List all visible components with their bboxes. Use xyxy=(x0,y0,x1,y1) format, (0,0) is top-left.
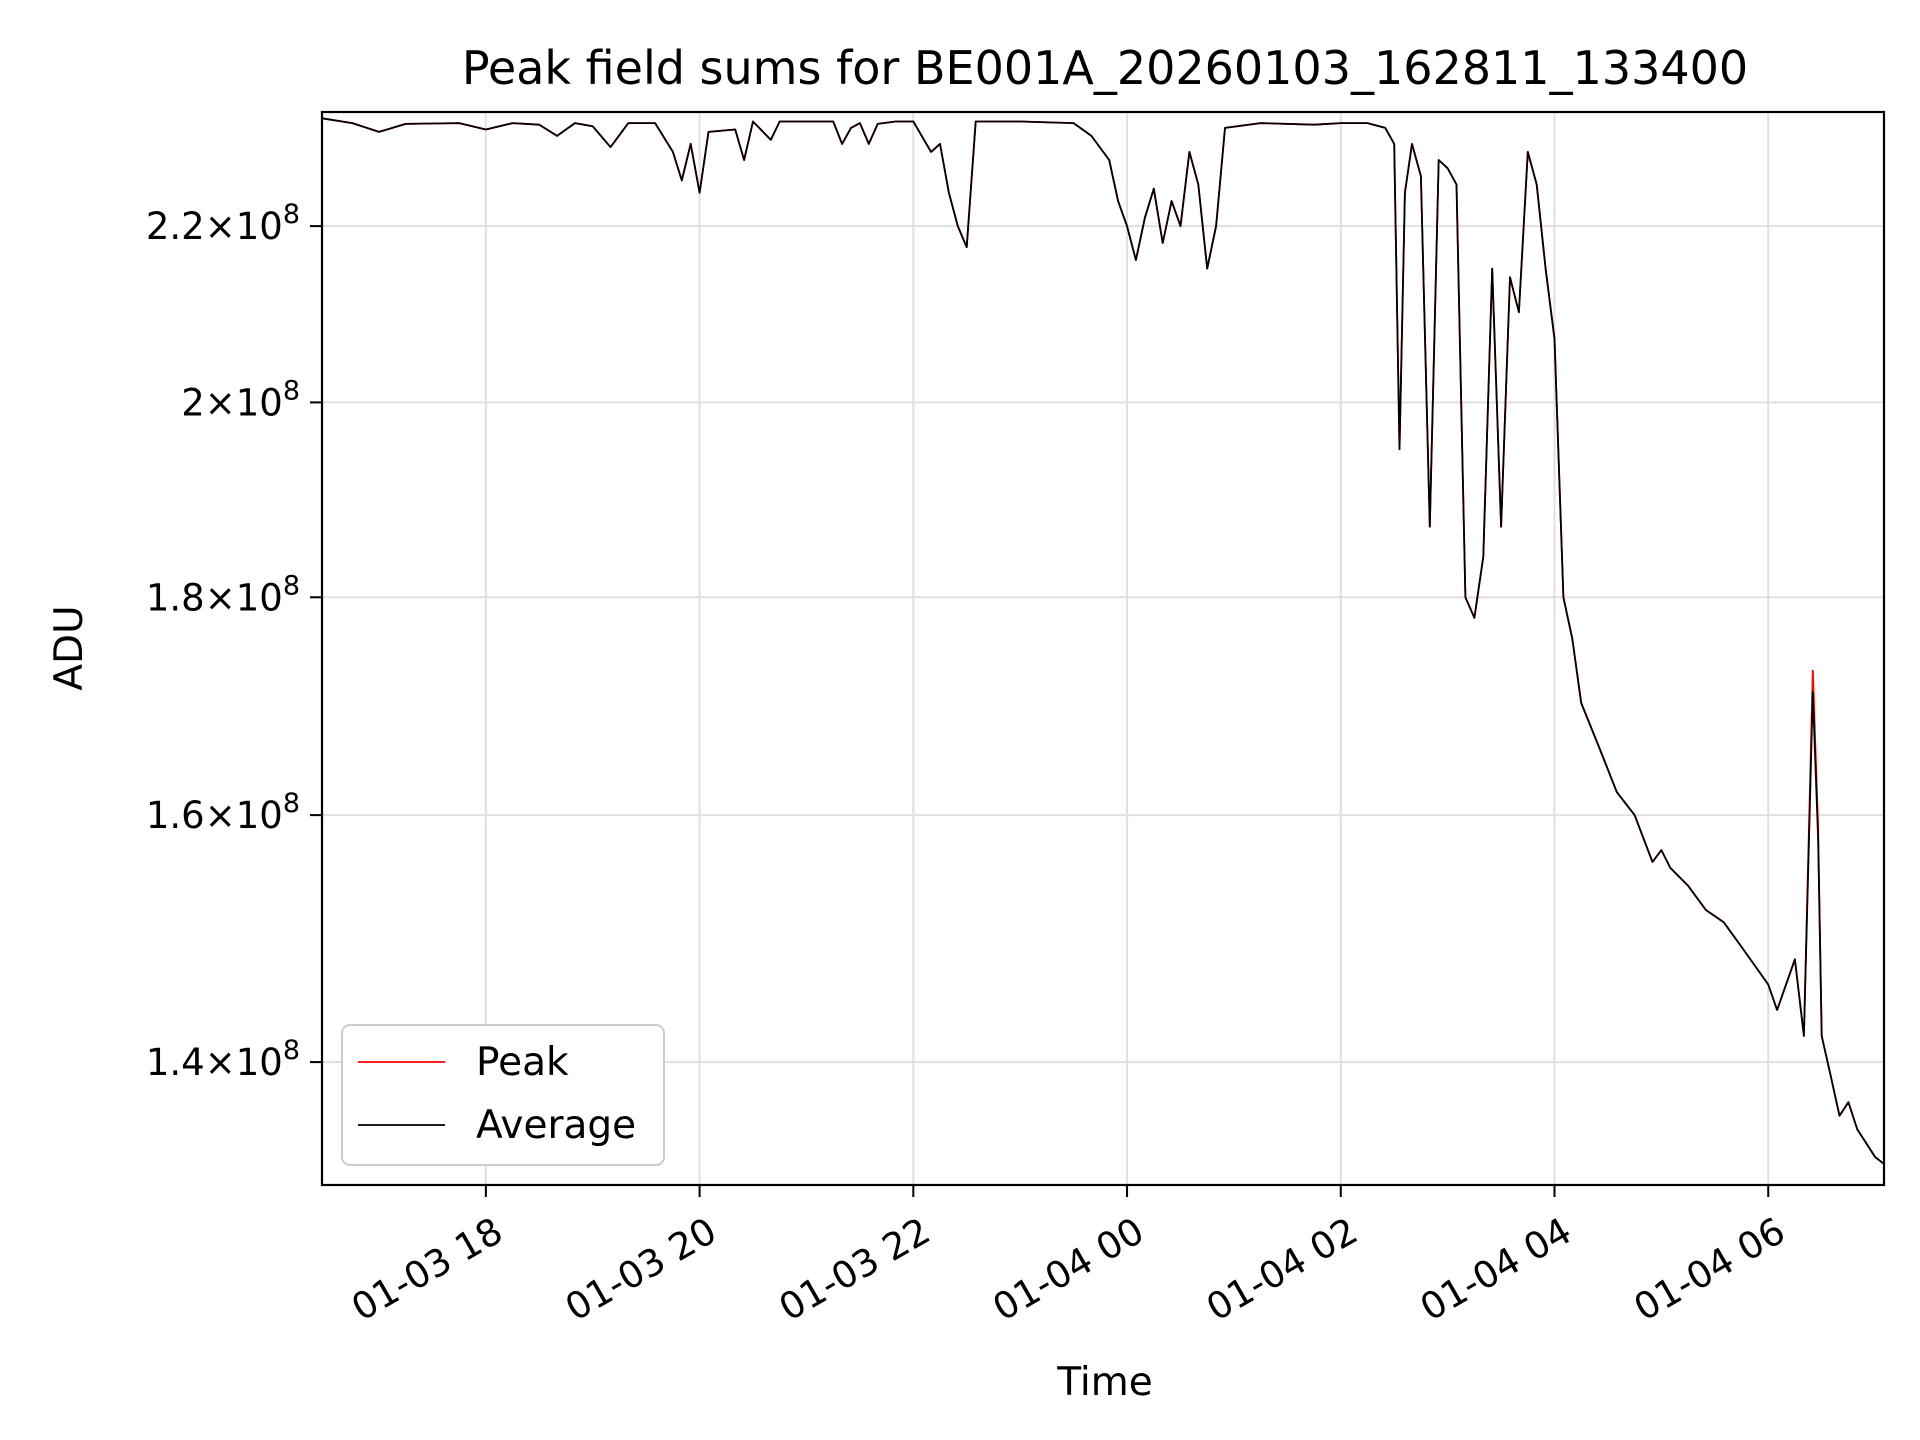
plot-frame xyxy=(320,110,1886,1187)
legend-frame xyxy=(341,1024,665,1166)
legend-peak-label: Peak xyxy=(476,1040,569,1085)
plot-series xyxy=(321,117,1885,1165)
y-tick-label: 1.4×108 xyxy=(146,1035,300,1084)
y-tick-label: 1.6×108 xyxy=(146,788,300,837)
y-tick-label: 2.2×108 xyxy=(146,199,300,248)
legend-average-label: Average xyxy=(476,1103,636,1148)
legend: Peak Average xyxy=(341,1024,665,1166)
y-axis-ticks: 1.4×108 1.6×108 1.8×108 2×108 2.2×108 xyxy=(146,199,322,1084)
y-tick-label: 2×108 xyxy=(181,375,300,424)
x-axis-label: Time xyxy=(1056,1360,1152,1405)
chart-title: Peak field sums for BE001A_20260103_1628… xyxy=(462,41,1748,95)
series-line-average xyxy=(321,117,1885,1165)
y-tick-label: 1.8×108 xyxy=(146,570,300,619)
y-axis-label: ADU xyxy=(47,605,92,690)
